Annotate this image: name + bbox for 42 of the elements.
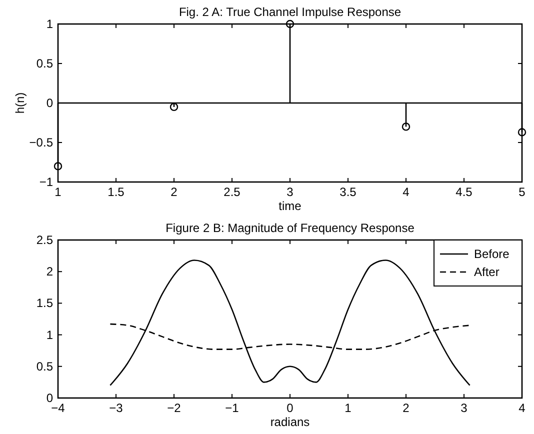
y-tick-label: 0.5 xyxy=(36,359,54,374)
x-tick-label: 2 xyxy=(402,401,410,415)
x-tick-label: 2 xyxy=(170,185,178,199)
legend-label: After xyxy=(474,265,500,279)
point xyxy=(54,162,62,170)
point xyxy=(518,128,526,136)
y-tick-label: 0 xyxy=(46,96,54,110)
x-tick-label: 3 xyxy=(460,401,468,415)
y-tick-label: 2.5 xyxy=(36,233,54,247)
x-tick-label: 5 xyxy=(518,185,526,199)
x-tick-label: 0 xyxy=(286,401,294,415)
x-tick-label: −3 xyxy=(109,401,124,415)
y-tick-label: −0.5 xyxy=(29,136,54,150)
y-tick-label: 1.5 xyxy=(36,296,54,310)
y-tick-label: 2 xyxy=(46,264,54,279)
y-tick-label: −1 xyxy=(39,175,54,189)
x-tick-label: 2.5 xyxy=(224,185,241,199)
x-tick-label: 4 xyxy=(402,185,410,199)
x-tick-label: 1 xyxy=(344,401,352,415)
chart-title: Fig. 2 A: True Channel Impulse Response xyxy=(178,5,402,19)
x-tick-label: 4 xyxy=(518,401,526,415)
x-tick-label: −4 xyxy=(51,401,66,415)
point xyxy=(402,122,410,131)
x-axis-title: time xyxy=(278,199,302,213)
point xyxy=(286,20,294,28)
y-tick-label: 0.5 xyxy=(36,56,54,70)
x-tick-label: 1.5 xyxy=(108,185,125,199)
chart-title: Figure 2 B: Magnitude of Frequency Response xyxy=(166,221,415,235)
x-tick-label: 3 xyxy=(286,185,294,199)
x-tick-label: 3.5 xyxy=(340,185,357,199)
x-axis-title: radians xyxy=(270,415,310,429)
y-tick-label: 1 xyxy=(46,17,54,31)
y-tick-label: 0 xyxy=(46,391,54,405)
legend-label: Before xyxy=(474,247,510,261)
line-series xyxy=(110,260,470,386)
x-tick-label: −1 xyxy=(225,401,240,415)
point xyxy=(170,102,178,112)
y-axis-title: h(n) xyxy=(13,92,27,114)
x-tick-label: 1 xyxy=(54,185,62,199)
x-tick-label: 4.5 xyxy=(456,185,473,199)
x-tick-label: −2 xyxy=(167,401,182,415)
y-tick-label: 1 xyxy=(46,328,54,342)
